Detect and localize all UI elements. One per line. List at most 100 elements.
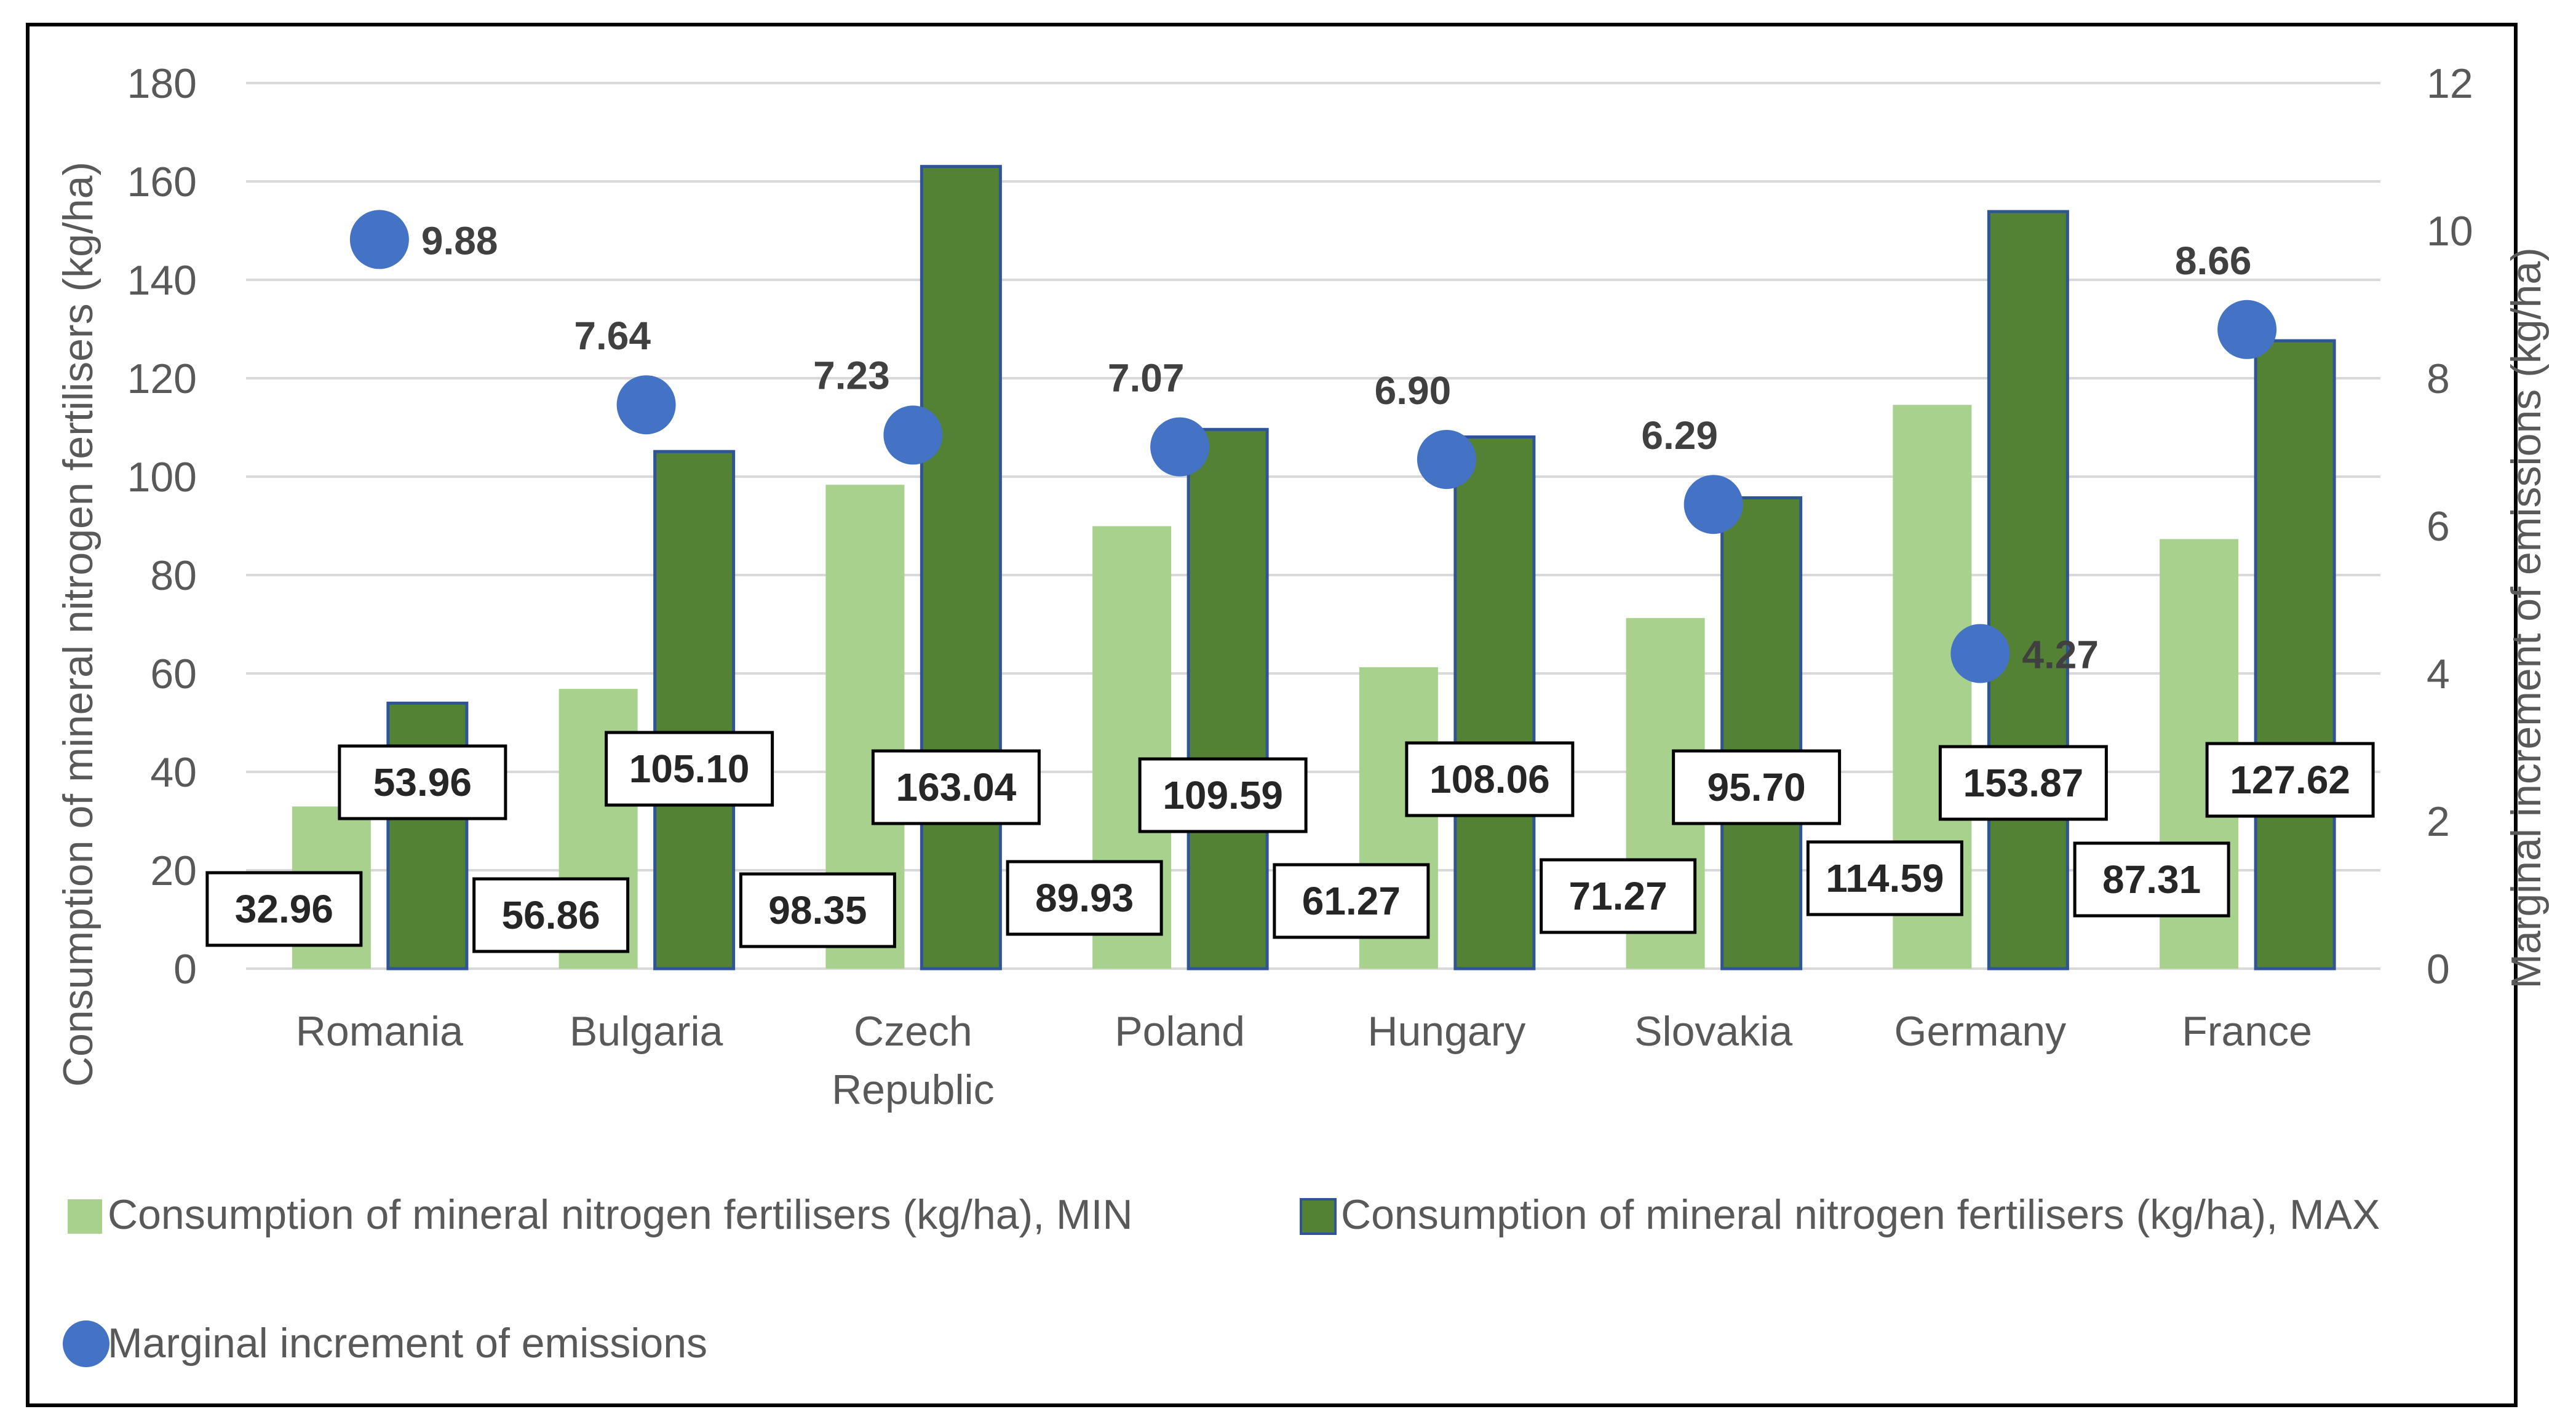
data-label-min-box [1006,860,1163,936]
bar-max-5 [1720,496,1803,971]
data-labels: 32.96 53.96 9.88 56.86 105.10 7.64 98.35 163.04… [205,218,2375,953]
y-tick-label: 160 [127,159,197,205]
y-tick-label: 20 [150,847,197,894]
bar-max-0 [386,701,469,971]
marker-point-5 [1684,475,1743,534]
marker-point-2 [883,405,943,465]
data-label-max-text: 95.70 [1707,765,1806,809]
marker-point-3 [1150,417,1210,477]
data-label-min: 32.96 [205,871,363,947]
bar-max-6 [1987,210,2069,971]
y2-tick-label: 10 [2427,208,2473,255]
marker-point-6 [1950,624,2010,683]
data-label-min-text: 71.27 [1569,874,1668,918]
x-tick-label: Poland [1115,1008,1245,1055]
data-label-max-box [605,731,774,807]
data-label-marker: 6.29 [1641,413,1718,458]
data-label-min: 89.93 [1006,860,1163,936]
data-label-min-box [2073,841,2230,918]
data-label-min: 61.27 [1273,863,1430,939]
marker-point-0 [349,210,409,269]
bar-max-3 [1187,427,1269,971]
y2-tick-label: 4 [2427,651,2450,697]
data-label-min: 71.27 [1540,858,1697,934]
y-tick-label: 60 [150,651,197,697]
bar-max-7 [2254,339,2336,971]
data-label-min: 56.86 [472,877,630,953]
data-label-marker: 8.66 [2175,239,2252,283]
y-tick-label: 40 [150,749,197,796]
data-label-max: 105.10 [605,731,774,807]
x-tick-label: France [2182,1008,2312,1055]
data-label-max-box [1938,745,2108,821]
y-tick-label: 100 [127,454,197,501]
legend-label-marker: Marginal increment of emissions [108,1320,707,1367]
data-label-marker: 4.27 [2022,633,2099,677]
data-label-max-text: 108.06 [1429,757,1550,801]
x-tick-label: Slovakia [1634,1008,1792,1055]
data-label-min-box [205,871,363,947]
data-label-min: 98.35 [739,872,896,948]
y-tick-label: 180 [127,60,197,107]
legend: Consumption of mineral nitrogen fertilis… [63,1191,2380,1367]
data-label-min-box [1540,858,1697,934]
legend-item-marker: Marginal increment of emissions [63,1320,707,1367]
data-label-max-text: 53.96 [373,760,472,804]
data-label-min: 114.59 [1806,840,1963,916]
data-label-max-text: 153.87 [1963,761,2084,805]
marker-series [349,210,2277,683]
x-tick-label: Czech [854,1008,972,1055]
data-label-max-text: 109.59 [1163,773,1283,817]
y2-tick-label: 8 [2427,355,2450,402]
data-label-min-text: 61.27 [1302,879,1401,923]
data-label-min-text: 87.31 [2102,857,2201,902]
data-label-max-text: 163.04 [896,765,1017,809]
data-label-marker: 6.90 [1375,368,1452,413]
legend-label-min: Consumption of mineral nitrogen fertilis… [108,1191,1133,1238]
data-label-max: 163.04 [871,749,1041,825]
data-label-marker: 7.07 [1108,356,1185,400]
x-tick-label: Germany [1894,1008,2067,1055]
x-tick-label: Bulgaria [570,1008,723,1055]
x-tick-label: Romania [296,1008,463,1055]
data-label-max-box [1138,757,1308,833]
data-label-min-box [472,877,630,953]
data-label-min-box [739,872,896,948]
y2-tick-label: 0 [2427,946,2450,993]
data-label-max: 53.96 [338,744,507,820]
data-label-max-box [2205,742,2375,818]
data-label-min-box [1806,840,1963,916]
data-label-min-text: 114.59 [1826,856,1944,900]
data-label-min-text: 89.93 [1035,876,1134,920]
y-tick-label: 120 [127,355,197,402]
data-label-min-text: 32.96 [235,887,333,931]
data-label-marker: 7.23 [813,353,890,397]
y2-tick-label: 6 [2427,503,2450,550]
bar-max-1 [653,450,736,971]
data-label-max: 127.62 [2205,742,2375,818]
data-label-max: 153.87 [1938,745,2108,821]
x-tick-label: Republic [832,1066,995,1113]
data-label-max: 109.59 [1138,757,1308,833]
data-label-max-text: 105.10 [629,747,750,791]
data-label-marker: 9.88 [421,218,498,263]
data-label-max-box [1405,741,1575,817]
y-tick-label: 80 [150,552,197,599]
data-label-max-box [871,749,1041,825]
legend-swatch-marker [63,1320,109,1367]
data-label-max: 95.70 [1672,749,1842,825]
data-label-min-text: 56.86 [502,893,600,937]
marker-point-4 [1417,430,1476,489]
legend-item-min: Consumption of mineral nitrogen fertilis… [68,1191,1133,1238]
marker-point-1 [616,375,676,435]
y-tick-label: 0 [173,946,197,993]
data-label-min: 87.31 [2073,841,2230,918]
data-label-min-text: 98.35 [768,888,867,932]
legend-swatch-max [1300,1198,1337,1235]
legend-label-max: Consumption of mineral nitrogen fertilis… [1341,1191,2380,1238]
bar-max-4 [1453,435,1536,971]
data-label-max-text: 127.62 [2230,758,2350,802]
data-label-min-box [1273,863,1430,939]
bar-max-2 [920,165,1002,971]
